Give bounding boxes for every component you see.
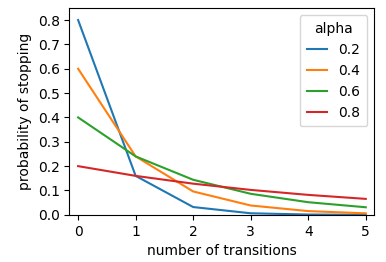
0.6 <box>133 155 138 158</box>
Line: 0.8: 0.8 <box>78 166 366 199</box>
0.2 <box>133 174 138 177</box>
0.6 <box>306 201 311 204</box>
0.6 <box>76 116 80 119</box>
Legend: 0.2, 0.4, 0.6, 0.8: 0.2, 0.4, 0.6, 0.8 <box>300 15 367 127</box>
0.4 <box>364 212 368 215</box>
0.6 <box>191 178 195 181</box>
0.4 <box>306 210 311 213</box>
X-axis label: number of transitions: number of transitions <box>147 244 297 258</box>
0.4 <box>133 155 138 158</box>
Y-axis label: probability of stopping: probability of stopping <box>18 33 32 190</box>
0.6 <box>249 192 253 195</box>
0.2 <box>76 18 80 21</box>
Line: 0.4: 0.4 <box>78 69 366 213</box>
0.4 <box>249 204 253 207</box>
0.2 <box>249 212 253 215</box>
0.2 <box>191 205 195 209</box>
0.8 <box>249 188 253 192</box>
0.8 <box>191 182 195 185</box>
0.8 <box>133 174 138 177</box>
0.2 <box>364 213 368 216</box>
0.4 <box>191 190 195 193</box>
Line: 0.6: 0.6 <box>78 117 366 207</box>
0.8 <box>364 197 368 200</box>
0.8 <box>76 165 80 168</box>
0.6 <box>364 206 368 209</box>
Line: 0.2: 0.2 <box>78 20 366 215</box>
0.2 <box>306 213 311 216</box>
0.8 <box>306 193 311 196</box>
0.4 <box>76 67 80 70</box>
